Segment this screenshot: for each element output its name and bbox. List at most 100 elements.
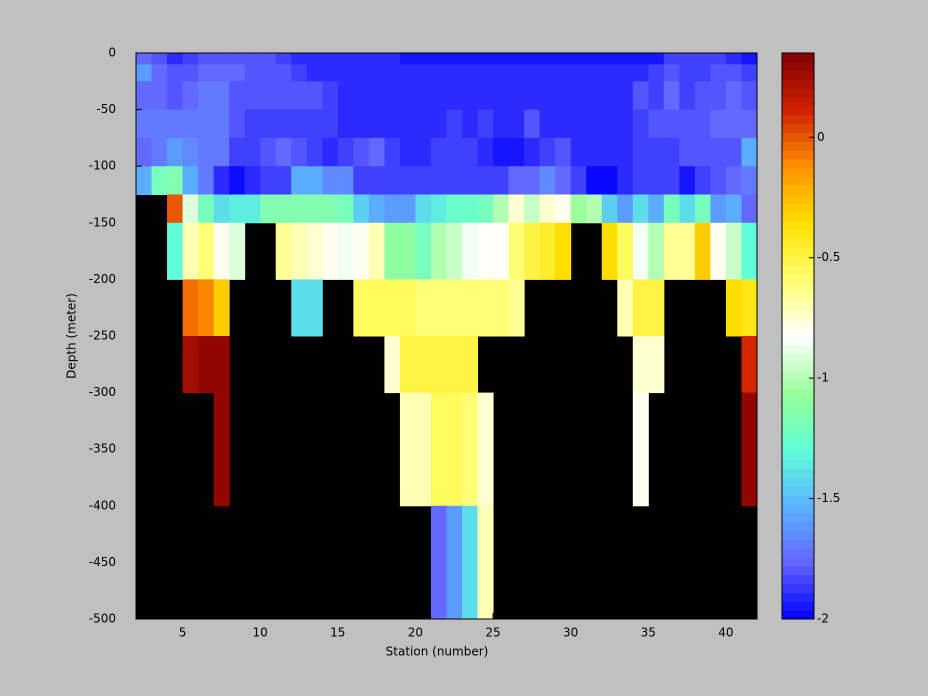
heat-cell	[306, 64, 323, 82]
heat-cell	[322, 64, 339, 82]
heat-cell	[368, 222, 385, 280]
heat-cell	[353, 109, 370, 139]
heat-cell	[586, 109, 603, 139]
heat-cell	[679, 137, 696, 167]
heat-cell	[725, 64, 742, 82]
heat-cell	[524, 222, 541, 280]
colorbar-swatch	[782, 336, 814, 346]
colorbar-swatch	[782, 185, 814, 195]
heat-cell	[694, 222, 711, 280]
heat-cell	[741, 137, 758, 167]
heat-cell	[493, 53, 510, 65]
heat-cell	[260, 166, 277, 195]
colorbar-swatch	[782, 512, 814, 523]
heat-cell	[353, 64, 370, 82]
heat-cell	[337, 81, 354, 111]
y-tick-label: -450	[89, 555, 116, 569]
heat-cell	[213, 53, 230, 65]
heat-cell	[415, 64, 432, 82]
heat-cell	[648, 222, 665, 280]
colorbar-swatch	[782, 521, 814, 532]
heat-cell	[679, 81, 696, 111]
colorbar-swatch	[782, 450, 814, 461]
heat-cell	[446, 64, 463, 82]
colorbar-tick-label: -1.5	[817, 491, 840, 505]
colorbar-swatch	[782, 548, 814, 558]
heat-cell	[524, 194, 541, 224]
heat-cell	[648, 109, 665, 139]
heat-cell	[601, 53, 618, 65]
heat-cell	[136, 109, 153, 139]
heat-cell	[306, 279, 323, 337]
colorbar-swatch	[782, 504, 814, 514]
heat-cell	[477, 279, 494, 337]
heat-cell	[275, 166, 292, 195]
heat-cell	[415, 53, 432, 65]
heat-cell	[539, 109, 556, 139]
heat-cell	[229, 137, 246, 167]
heat-cell	[384, 53, 401, 65]
heat-cell	[679, 166, 696, 195]
colorbar-swatch	[782, 477, 814, 487]
heat-cell	[601, 166, 618, 195]
colorbar-swatch	[782, 610, 814, 620]
heat-cell	[508, 222, 525, 280]
heat-cell	[493, 64, 510, 82]
heat-cell	[182, 64, 199, 82]
heat-cell	[648, 137, 665, 167]
heat-cell	[198, 109, 215, 139]
heat-cell	[539, 222, 556, 280]
heat-cell	[291, 222, 308, 280]
colorbar-swatch	[782, 380, 814, 390]
heat-cell	[446, 81, 463, 111]
heat-cell	[446, 194, 463, 224]
heat-cell	[198, 137, 215, 167]
heat-cell	[384, 194, 401, 224]
heat-cell	[648, 194, 665, 224]
heat-cell	[430, 194, 447, 224]
heat-cell	[198, 81, 215, 111]
colorbar-swatch	[782, 415, 814, 425]
heat-cell	[322, 137, 339, 167]
heat-cell	[508, 109, 525, 139]
colorbar-swatch	[782, 97, 814, 107]
heat-cell	[167, 222, 184, 280]
heat-cell	[617, 53, 634, 65]
heat-cell	[617, 137, 634, 167]
colorbar-swatch	[782, 123, 814, 134]
heat-cell	[136, 53, 153, 65]
heat-cell	[632, 137, 649, 167]
x-tick-label: 5	[179, 626, 187, 640]
heat-cell	[399, 64, 416, 82]
heat-cell	[508, 137, 525, 167]
heat-cell	[260, 53, 277, 65]
heat-cell	[244, 81, 261, 111]
heat-cell	[586, 53, 603, 65]
heat-cell	[741, 392, 758, 507]
heat-cell	[368, 166, 385, 195]
heat-cell	[508, 194, 525, 224]
heat-cell	[632, 166, 649, 195]
heat-cell	[291, 64, 308, 82]
heat-cell	[570, 137, 587, 167]
heat-cell	[399, 53, 416, 65]
y-tick-label: -350	[89, 442, 116, 456]
heat-cell	[322, 166, 339, 195]
heat-cell	[151, 166, 168, 195]
heat-cell	[539, 137, 556, 167]
heat-cell	[462, 505, 479, 620]
x-tick-label: 20	[408, 626, 423, 640]
heat-cell	[353, 279, 370, 337]
heat-cell	[586, 81, 603, 111]
heat-cell	[539, 166, 556, 195]
heat-cell	[399, 336, 416, 394]
heat-cell	[663, 53, 680, 65]
colorbar-swatch	[782, 362, 814, 372]
heat-cell	[648, 64, 665, 82]
colorbar-swatch	[782, 282, 814, 293]
heat-cell	[368, 81, 385, 111]
heat-cell	[384, 137, 401, 167]
heat-cell	[539, 64, 556, 82]
heat-cell	[167, 64, 184, 82]
heat-cell	[741, 53, 758, 65]
